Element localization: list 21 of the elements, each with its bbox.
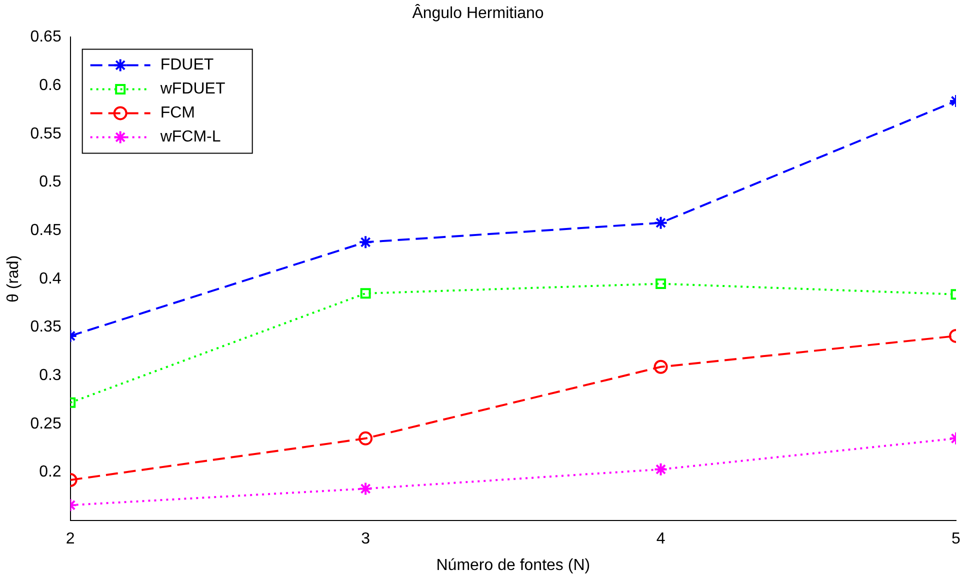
y-tick-label: 0.65 [30, 28, 62, 46]
x-tick-label: 2 [66, 530, 75, 548]
x-tick-label: 5 [952, 530, 961, 548]
x-axis-title: Número de fontes (N) [436, 556, 590, 574]
y-tick-label: 0.3 [39, 366, 62, 384]
x-tick-label: 3 [361, 530, 370, 548]
legend-label: wFDUET [159, 80, 226, 98]
y-axis-title: θ (rad) [5, 255, 22, 302]
chart-title: Ângulo Hermitiano [412, 4, 544, 22]
y-tick-label: 0.55 [30, 125, 62, 142]
y-tick-label: 0.4 [39, 270, 62, 288]
y-tick-label: 0.6 [39, 76, 62, 94]
y-tick-label: 0.45 [30, 222, 62, 239]
legend-label: FCM [160, 104, 195, 122]
y-tick-label: 0.2 [39, 464, 62, 481]
legend-label: FDUET [160, 56, 214, 74]
x-tick-label: 4 [656, 530, 666, 548]
y-tick-label: 0.5 [39, 174, 62, 191]
legend-label: wFCM-L [159, 128, 221, 146]
y-tick-label: 0.35 [30, 318, 62, 336]
y-tick-label: 0.25 [30, 415, 62, 432]
